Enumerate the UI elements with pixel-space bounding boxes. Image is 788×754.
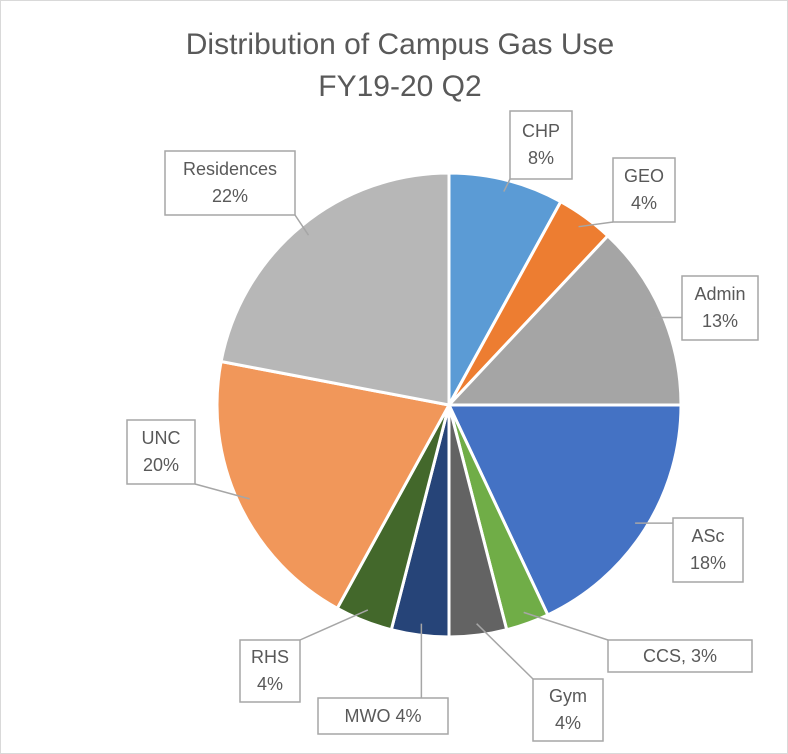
category-label: CCS <box>643 646 681 666</box>
leader-line <box>578 221 614 228</box>
value-label: 20% <box>143 455 179 475</box>
value-label: 8% <box>528 148 554 168</box>
value-label: , 3% <box>681 646 717 666</box>
leader-line <box>299 609 369 641</box>
label-box <box>681 275 759 341</box>
category-label: UNC <box>142 428 181 448</box>
label-box <box>239 639 301 703</box>
label-box <box>532 678 604 742</box>
value-label: 18% <box>690 553 726 573</box>
category-label: Gym <box>549 686 587 706</box>
value-label: 22% <box>212 186 248 206</box>
leader-line <box>476 623 534 680</box>
value-label: 4% <box>390 706 421 726</box>
value-label: 4% <box>257 674 283 694</box>
category-label: RHS <box>251 647 289 667</box>
label-box <box>317 697 449 735</box>
leader-line <box>503 178 511 192</box>
pie-slice <box>447 171 563 406</box>
category-label: MWO <box>344 706 390 726</box>
pie-slice <box>215 359 452 611</box>
chart-title: Distribution of Campus Gas Use <box>186 28 615 61</box>
label-box <box>509 110 573 180</box>
value-label: 13% <box>702 311 738 331</box>
category-label: CHP <box>522 121 560 141</box>
data-label: MWO 4% <box>344 706 421 726</box>
label-box <box>612 157 676 223</box>
label-box <box>126 419 196 485</box>
data-label: CCS, 3% <box>643 646 717 666</box>
label-box <box>607 639 753 673</box>
category-label: GEO <box>624 166 664 186</box>
value-label: 4% <box>631 193 657 213</box>
leader-line <box>194 483 250 500</box>
label-box <box>164 150 296 216</box>
pie-slice <box>446 403 683 617</box>
label-box <box>672 517 744 583</box>
leader-line <box>294 214 310 236</box>
pie-slice <box>445 233 683 407</box>
chart-subtitle: FY19-20 Q2 <box>318 70 481 103</box>
pie-slice <box>219 171 451 407</box>
category-label: Admin <box>694 284 745 304</box>
leader-line <box>523 611 609 641</box>
category-label: Residences <box>183 159 277 179</box>
value-label: 4% <box>555 713 581 733</box>
category-label: ASc <box>691 526 724 546</box>
